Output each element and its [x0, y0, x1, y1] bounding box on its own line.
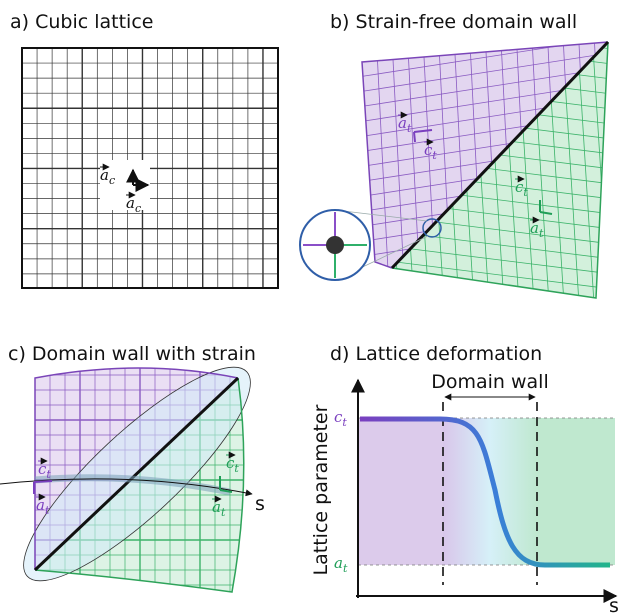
vector-subscript: t	[539, 227, 544, 240]
level-label: at	[334, 554, 348, 575]
grid-line	[177, 0, 207, 376]
vector-subscript: t	[45, 504, 50, 517]
vector-symbol: a	[126, 194, 135, 212]
grid-line	[332, 0, 362, 363]
grid-line	[239, 0, 269, 371]
label: c) Domain wall with strain	[8, 343, 256, 365]
vector-symbol: c	[515, 178, 524, 196]
vector-subscript: t	[46, 468, 51, 481]
grid-line	[392, 244, 608, 276]
vector-label: at	[212, 498, 226, 519]
vector-symbol: c	[226, 454, 235, 472]
vector-label: at	[398, 114, 412, 135]
arrow	[33, 480, 53, 483]
grid-line	[285, 0, 315, 367]
label: a) Cubic lattice	[10, 11, 153, 33]
vector-label: ct	[226, 454, 239, 475]
grid-line	[68, 0, 98, 385]
vector-subscript: t	[221, 506, 226, 519]
grid-line	[270, 0, 300, 369]
vector-label: at	[36, 496, 50, 517]
grid-line	[161, 0, 191, 378]
vector-symbol: c	[424, 141, 433, 159]
lattice-border	[21, 47, 279, 289]
grid-line	[362, 66, 608, 117]
green-outline	[34, 377, 245, 593]
label: Lattice parameter	[310, 404, 332, 575]
vector-label: ct	[515, 178, 528, 199]
level-label: ct	[334, 408, 347, 429]
vector-subscript: t	[234, 462, 239, 475]
grid-line	[380, 305, 618, 335]
green-outline	[391, 41, 609, 299]
s-axis	[0, 478, 253, 497]
domain-wall	[33, 376, 240, 572]
vector-subscript: c	[135, 202, 141, 215]
arrow	[413, 129, 433, 133]
green-fill	[537, 418, 615, 565]
vector-subscript: t	[523, 186, 528, 199]
label: s	[255, 493, 265, 515]
grid-line	[300, 291, 618, 341]
vector-symbol: a	[100, 166, 109, 184]
grid-line	[380, 0, 618, 5]
atom	[326, 236, 344, 254]
level-symbol: a	[334, 554, 343, 572]
grid-line	[300, 0, 618, 11]
grid-line	[316, 0, 346, 365]
zoom-marker	[422, 218, 442, 238]
vector-label: ac	[126, 194, 141, 215]
vector-subscript: t	[432, 149, 437, 162]
wall-fill	[443, 418, 537, 565]
purple-outline	[361, 41, 609, 269]
path-band	[34, 474, 231, 496]
level-symbol: c	[334, 408, 343, 426]
purple-domain	[362, 42, 608, 268]
vector-symbol: a	[530, 219, 539, 237]
vector-subscript: c	[109, 174, 115, 187]
deformation-curve	[360, 416, 610, 568]
vector-symbol: a	[212, 498, 221, 516]
arrow	[219, 489, 233, 493]
label: d) Lattice deformation	[330, 343, 542, 365]
grid-line	[223, 0, 253, 372]
vector-label: ct	[38, 460, 51, 481]
purple-fill	[358, 418, 443, 565]
vector-symbol: a	[398, 114, 407, 132]
arrow	[539, 211, 553, 215]
arrow	[413, 131, 416, 143]
grid-line	[301, 0, 331, 366]
vector-label: at	[530, 219, 544, 240]
grid-line	[392, 42, 401, 298]
grid-line	[254, 0, 284, 370]
vector-symbol: c	[38, 460, 47, 478]
level-subscript: t	[343, 562, 348, 575]
domain-wall	[390, 40, 610, 270]
grid-line	[392, 259, 608, 291]
lattice-grid	[21, 47, 279, 288]
vector-label: ct	[424, 141, 437, 162]
grid-line	[611, 0, 618, 340]
purple-outline	[34, 367, 239, 570]
label: Domain wall	[431, 371, 549, 393]
grid-line	[290, 0, 310, 320]
vector-label: ac	[100, 166, 115, 187]
vector-subscript: t	[407, 122, 412, 135]
label: s	[609, 595, 618, 614]
grid-line	[362, 51, 608, 102]
level-subscript: t	[342, 416, 347, 429]
vector-symbol: a	[36, 496, 45, 514]
label: b) Strain-free domain wall	[330, 11, 577, 33]
